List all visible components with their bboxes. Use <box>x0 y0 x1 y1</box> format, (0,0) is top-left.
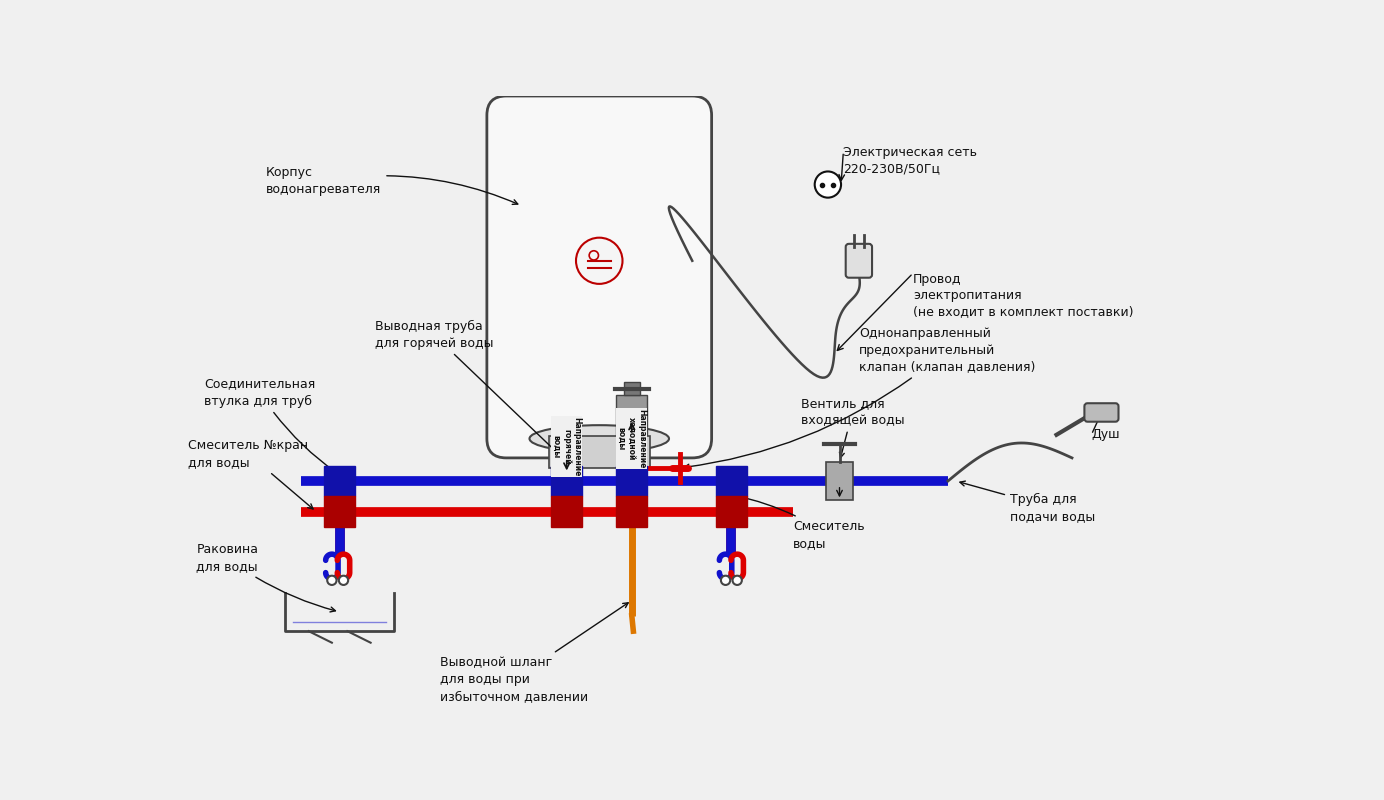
Bar <box>716 466 746 496</box>
Bar <box>621 464 642 481</box>
Text: Электрическая сеть
220-230В/50Гц: Электрическая сеть 220-230В/50Гц <box>843 146 977 175</box>
Bar <box>549 435 649 468</box>
Text: Смеситель
воды: Смеситель воды <box>735 494 865 550</box>
Bar <box>825 462 854 500</box>
Text: Труба для
подачи воды: Труба для подачи воды <box>960 481 1095 523</box>
Bar <box>324 466 356 496</box>
Bar <box>551 466 583 496</box>
Bar <box>556 464 577 481</box>
FancyBboxPatch shape <box>487 96 711 458</box>
Text: Провод
электропитания
(не входит в комплект поставки): Провод электропитания (не входит в компл… <box>913 273 1133 318</box>
FancyBboxPatch shape <box>846 244 872 278</box>
Text: Однонаправленный
предохранительный
клапан (клапан давления): Однонаправленный предохранительный клапа… <box>684 326 1035 469</box>
Bar <box>551 496 583 527</box>
Text: Выводная труба
для горячей воды: Выводная труба для горячей воды <box>375 320 563 458</box>
Text: Корпус
водонагревателя: Корпус водонагревателя <box>266 166 518 204</box>
Text: Смеситель №кран
для воды: Смеситель №кран для воды <box>188 439 313 509</box>
Bar <box>324 496 356 527</box>
Ellipse shape <box>530 425 668 452</box>
Circle shape <box>732 576 742 585</box>
Text: Вентиль для
входящей воды: Вентиль для входящей воды <box>801 397 904 458</box>
Bar <box>616 466 648 496</box>
Text: Выводной шланг
для воды при
избыточном давлении: Выводной шланг для воды при избыточном д… <box>440 602 628 703</box>
Text: Душ: Душ <box>1092 428 1120 442</box>
Text: Направление
холодной
воды: Направление холодной воды <box>617 409 646 468</box>
Circle shape <box>339 576 349 585</box>
Bar <box>616 496 648 527</box>
Circle shape <box>815 171 841 198</box>
Text: Направление
горячей
воды: Направление горячей воды <box>552 417 581 476</box>
Text: Раковина
для воды: Раковина для воды <box>197 543 335 612</box>
FancyBboxPatch shape <box>1085 403 1118 422</box>
Bar <box>616 394 648 435</box>
Text: Соединительная
втулка для труб: Соединительная втулка для труб <box>203 378 336 472</box>
Circle shape <box>327 576 336 585</box>
Bar <box>716 496 746 527</box>
Circle shape <box>576 238 623 284</box>
Circle shape <box>721 576 731 585</box>
Bar <box>624 382 639 394</box>
